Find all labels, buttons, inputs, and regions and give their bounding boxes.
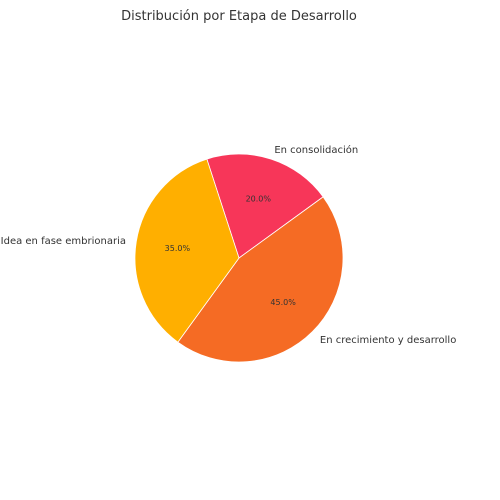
pie-slice <box>206 153 324 259</box>
pie-percent-label: 35.0% <box>165 244 191 253</box>
pie-category-label: En consolidación <box>274 144 358 156</box>
chart-title: Distribución por Etapa de Desarrollo <box>121 9 357 24</box>
pie-slices <box>134 153 344 363</box>
pie-category-label: En crecimiento y desarrollo <box>320 335 456 346</box>
pie-percent-label: 45.0% <box>270 298 296 307</box>
pie-slice <box>134 158 240 343</box>
pie-slice <box>177 196 344 363</box>
pie-labels: 20.0% En consolidación 45.0% En crecimiento… <box>1 144 457 346</box>
pie-category-label: Idea en fase embrionaria <box>1 236 126 247</box>
pie-percent-label: 20.0% <box>246 195 272 204</box>
